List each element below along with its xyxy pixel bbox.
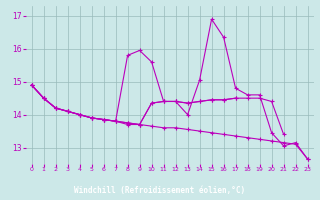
Text: Windchill (Refroidissement éolien,°C): Windchill (Refroidissement éolien,°C) [75,186,245,196]
